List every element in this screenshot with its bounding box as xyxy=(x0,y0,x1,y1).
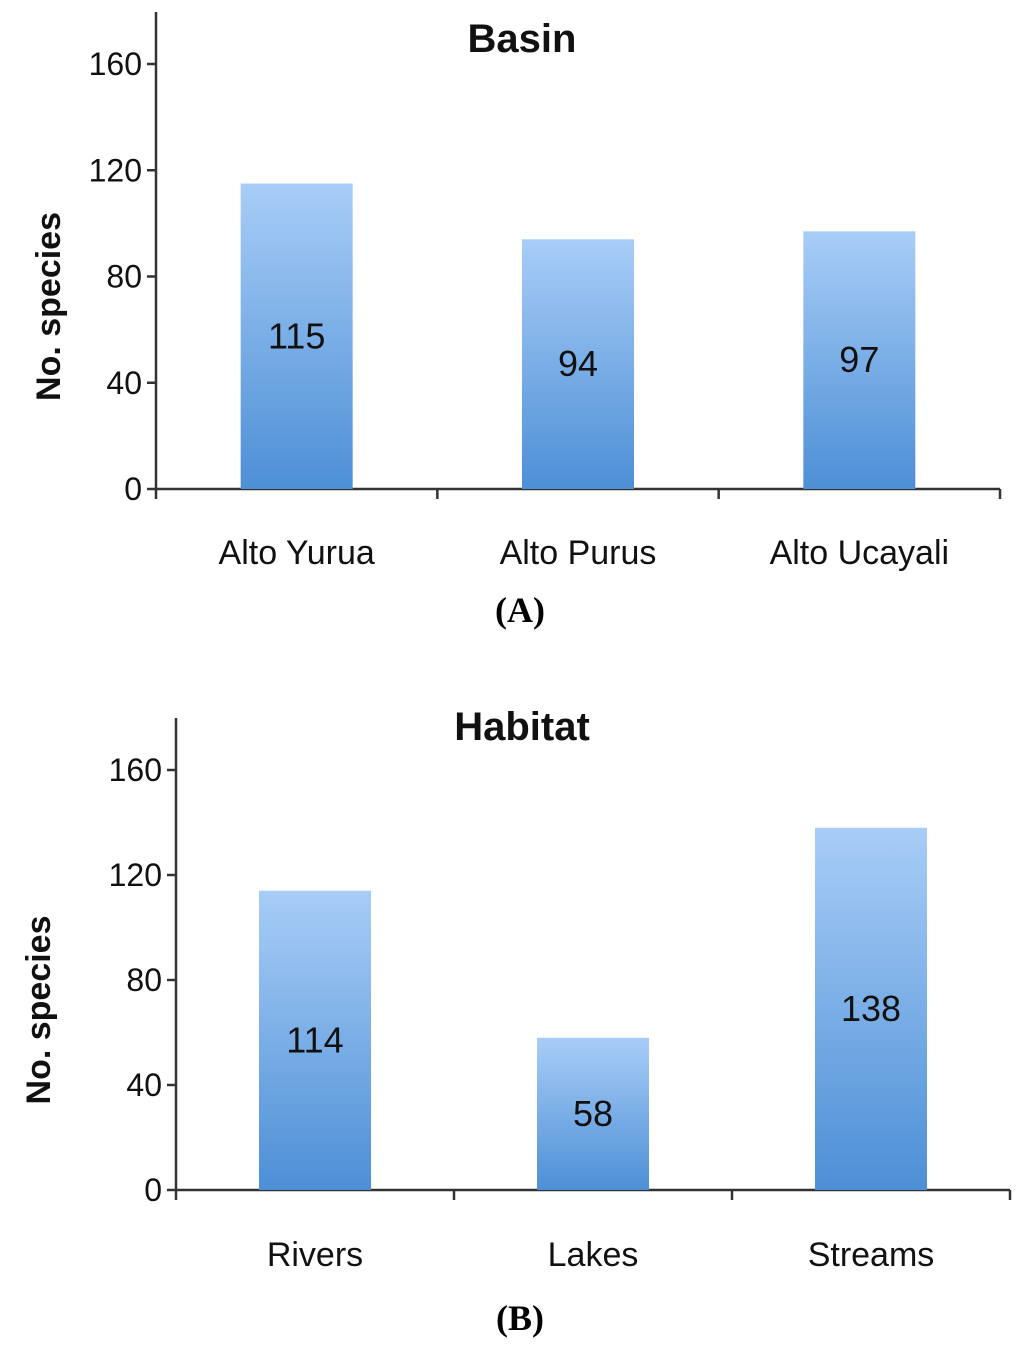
bar-alto-purus xyxy=(522,239,634,489)
panel-caption: (A) xyxy=(495,590,545,630)
panel-caption: (B) xyxy=(496,1298,544,1338)
chart-title: Basin xyxy=(468,17,577,61)
x-category-label: Streams xyxy=(808,1236,935,1274)
y-tick-label: 0 xyxy=(144,1172,162,1208)
bar-streams xyxy=(815,827,927,1190)
chart-panel-a: Basin No. species 0 40 80 120 160 115 Alto Yurua… xyxy=(30,12,1002,630)
bar-value-label: 58 xyxy=(573,1093,613,1134)
bar-value-label: 94 xyxy=(558,343,598,384)
x-category-label: Rivers xyxy=(267,1236,363,1274)
chart-panel-b: Habitat No. species 0 40 80 120 160 114 Rivers 58… xyxy=(20,705,1012,1338)
y-axis-label: No. species xyxy=(20,916,58,1105)
bar-value-label: 97 xyxy=(839,339,879,380)
y-tick-label: 80 xyxy=(106,259,142,295)
y-tick-label: 160 xyxy=(109,752,162,788)
bar-alto-ucayali xyxy=(803,231,916,489)
bar-value-label: 114 xyxy=(286,1019,343,1060)
bar-value-label: 115 xyxy=(268,315,325,356)
y-tick-label: 80 xyxy=(126,962,162,998)
x-category-label: Alto Ucayali xyxy=(770,534,950,572)
x-category-label: Lakes xyxy=(548,1236,639,1274)
bar-value-label: 138 xyxy=(841,988,901,1029)
y-tick-label: 0 xyxy=(124,471,142,507)
y-tick-label: 120 xyxy=(89,152,142,188)
y-tick-label: 120 xyxy=(109,857,162,893)
y-axis-label: No. species xyxy=(30,212,68,401)
x-category-label: Alto Purus xyxy=(500,534,657,572)
chart-title: Habitat xyxy=(454,705,590,749)
x-category-label: Alto Yurua xyxy=(219,534,375,572)
y-tick-label: 40 xyxy=(126,1067,162,1103)
y-tick-label: 40 xyxy=(106,365,142,401)
bar-alto-yurua xyxy=(240,183,353,489)
y-tick-label: 160 xyxy=(89,46,142,82)
bar-lakes xyxy=(537,1037,649,1190)
bar-rivers xyxy=(259,890,371,1190)
